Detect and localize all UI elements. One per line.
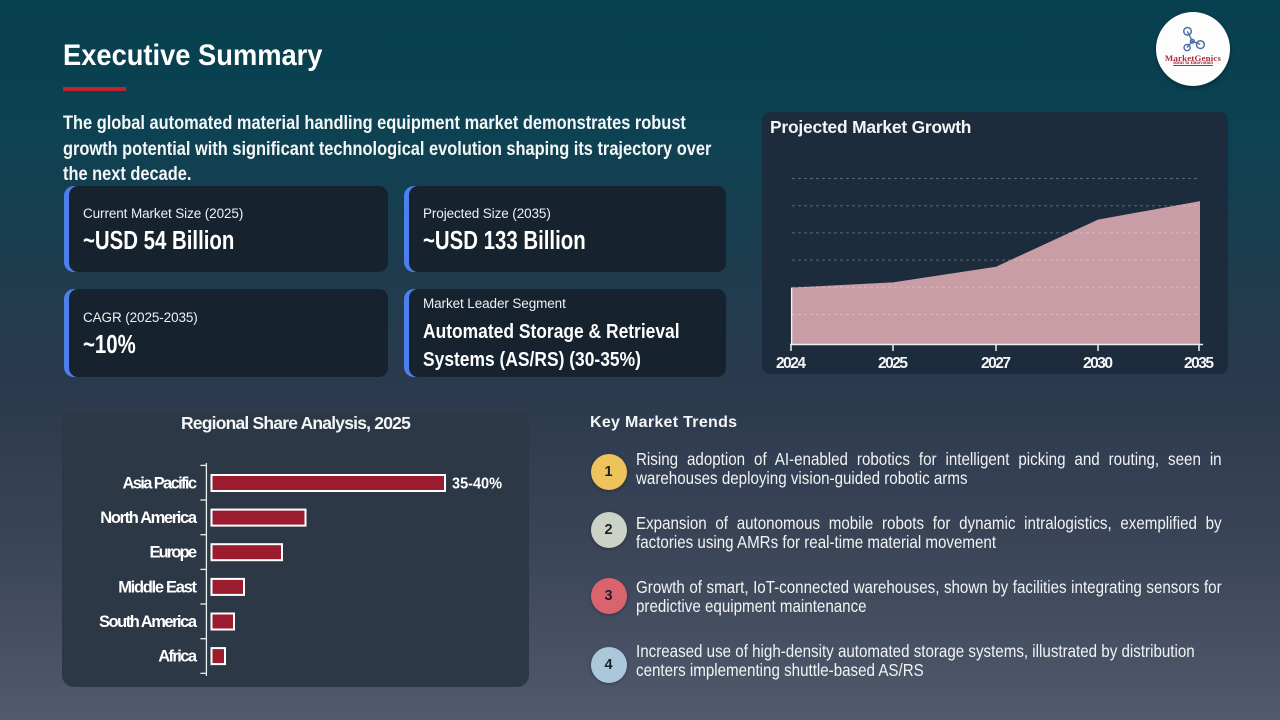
svg-text:35-40%: 35-40% bbox=[452, 476, 502, 493]
svg-text:2030: 2030 bbox=[1083, 355, 1113, 372]
svg-text:South America: South America bbox=[99, 613, 198, 631]
svg-text:Europe: Europe bbox=[150, 544, 198, 562]
svg-text:2024: 2024 bbox=[776, 355, 806, 372]
svg-text:North America: North America bbox=[100, 509, 198, 527]
svg-text:2025: 2025 bbox=[878, 355, 908, 372]
svg-text:Asia Pacific: Asia Pacific bbox=[123, 475, 198, 493]
svg-text:2027: 2027 bbox=[981, 355, 1011, 372]
svg-text:2035: 2035 bbox=[1184, 355, 1214, 372]
svg-text:Africa: Africa bbox=[158, 648, 198, 666]
svg-text:Middle East: Middle East bbox=[118, 578, 197, 596]
